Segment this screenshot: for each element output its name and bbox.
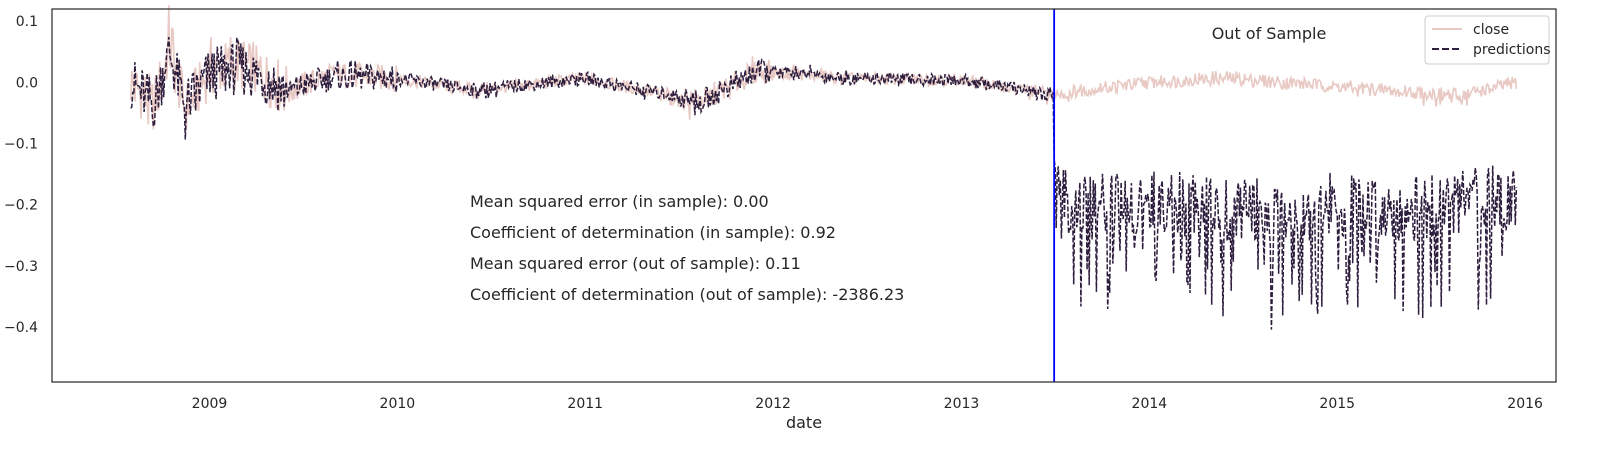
x-tick-label: 2009: [192, 396, 228, 412]
y-tick-label: 0.0: [16, 75, 38, 91]
y-tick-label: −0.4: [4, 320, 38, 336]
x-axis-label: date: [786, 413, 822, 432]
x-tick-label: 2015: [1319, 396, 1355, 412]
out-of-sample-label: Out of Sample: [1212, 24, 1327, 43]
x-tick-label: 2011: [567, 396, 603, 412]
y-tick-label: −0.1: [4, 137, 38, 153]
series-line-close: [130, 5, 1518, 131]
annotation-r2-out-of-sample: Coefficient of determination (out of sam…: [470, 285, 904, 304]
x-tick-label: 2010: [380, 396, 416, 412]
legend-predictions-label: predictions: [1473, 42, 1551, 58]
legend: close predictions: [1424, 15, 1551, 65]
x-tick-label: 2012: [755, 396, 791, 412]
legend-close-label: close: [1473, 22, 1509, 38]
annotation-mse-in-sample: Mean squared error (in sample): 0.00: [470, 192, 769, 211]
y-tick-label: −0.3: [4, 259, 38, 275]
annotation-r2-in-sample: Coefficient of determination (in sample)…: [470, 223, 836, 242]
x-tick-label: 2016: [1507, 396, 1543, 412]
x-tick-label: 2014: [1132, 396, 1168, 412]
series-predictions: [130, 33, 1518, 330]
y-tick-label: −0.2: [4, 198, 38, 214]
x-axis-ticks: 2009 2010 2011 2012 2013 2014 2015 2016: [192, 396, 1543, 412]
plot-area: [51, 8, 1557, 383]
y-axis-ticks: 0.1 0.0 −0.1 −0.2 −0.3 −0.4: [4, 14, 38, 336]
y-tick-label: 0.1: [16, 14, 38, 30]
x-tick-label: 2013: [944, 396, 980, 412]
annotation-mse-out-of-sample: Mean squared error (out of sample): 0.11: [470, 254, 801, 273]
